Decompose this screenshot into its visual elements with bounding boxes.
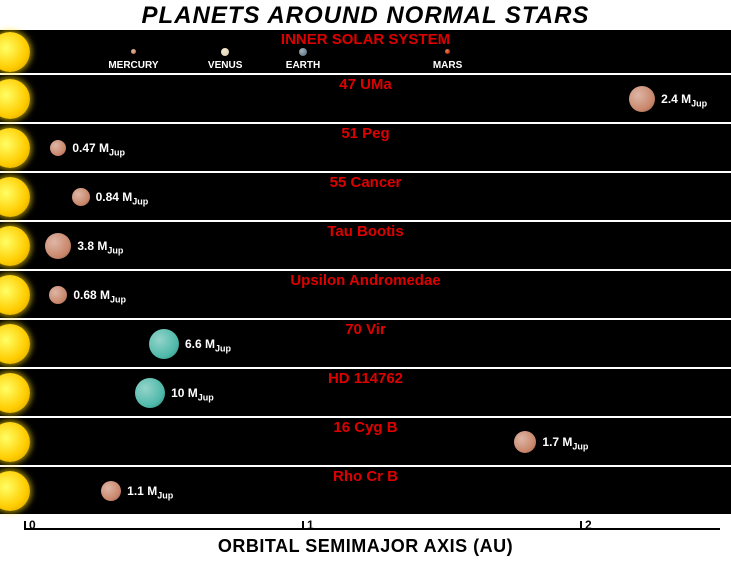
planet-mass-label: 1.7 MJup: [542, 435, 588, 451]
system-name: Upsilon Andromedae: [0, 272, 731, 289]
system-row: 70 Vir6.6 MJup: [0, 320, 731, 369]
system-name: INNER SOLAR SYSTEM: [0, 31, 731, 48]
planet-label: MARS: [433, 60, 462, 71]
system-name: Tau Bootis: [0, 223, 731, 240]
system-name: 51 Peg: [0, 125, 731, 142]
planet-mass-label: 1.1 MJup: [127, 484, 173, 500]
planet-mass-label: 0.68 MJup: [73, 288, 126, 304]
system-name: 55 Cancer: [0, 174, 731, 191]
planet-icon: [49, 286, 67, 304]
exoplanet-comparison-chart: PLANETS AROUND NORMAL STARS INNER SOLAR …: [0, 0, 731, 560]
system-rows-container: INNER SOLAR SYSTEM MERCURY VENUS EARTH MARS 4…: [0, 30, 731, 516]
axis-tick-label: 0: [29, 518, 36, 532]
system-row: 47 UMa2.4 MJup: [0, 75, 731, 124]
planet-label: EARTH: [286, 60, 320, 71]
system-row: INNER SOLAR SYSTEM MERCURY VENUS EARTH MARS: [0, 30, 731, 75]
axis-line: [25, 528, 720, 530]
planet-label: MERCURY: [108, 60, 158, 71]
planet-mass-label: 6.6 MJup: [185, 337, 231, 353]
planet-icon: [45, 233, 71, 259]
axis-tick: [580, 521, 582, 530]
planet-icon: [50, 140, 66, 156]
system-name: 47 UMa: [0, 76, 731, 93]
axis-tick-label: 1: [307, 518, 314, 532]
planet-icon: [514, 431, 536, 453]
system-name: 16 Cyg B: [0, 419, 731, 436]
planet-icon: [221, 48, 229, 56]
system-row: 51 Peg0.47 MJup: [0, 124, 731, 173]
planet-mass-label: 0.84 MJup: [96, 190, 149, 206]
planet-icon: [101, 481, 121, 501]
planet-mass-label: 2.4 MJup: [661, 92, 707, 108]
planet-icon: [149, 329, 179, 359]
x-axis: 0 1 2 ORBITAL SEMIMAJOR AXIS (AU): [0, 518, 731, 560]
system-row: HD 11476210 MJup: [0, 369, 731, 418]
system-row: Rho Cr B1.1 MJup: [0, 467, 731, 516]
planet-icon: [445, 49, 450, 54]
planet-icon: [629, 86, 655, 112]
planet-mass-label: 0.47 MJup: [72, 141, 125, 157]
system-name: 70 Vir: [0, 321, 731, 338]
planet-mass-label: 3.8 MJup: [77, 239, 123, 255]
chart-title: PLANETS AROUND NORMAL STARS: [0, 0, 731, 30]
planet-icon: [299, 48, 307, 56]
planet-icon: [131, 49, 136, 54]
system-row: Upsilon Andromedae0.68 MJup: [0, 271, 731, 320]
planet-icon: [135, 378, 165, 408]
system-row: 55 Cancer0.84 MJup: [0, 173, 731, 222]
system-row: 16 Cyg B1.7 MJup: [0, 418, 731, 467]
planet-mass-label: 10 MJup: [171, 386, 214, 402]
axis-tick: [302, 521, 304, 530]
planet-label: VENUS: [208, 60, 242, 71]
system-row: Tau Bootis3.8 MJup: [0, 222, 731, 271]
planet-icon: [72, 188, 90, 206]
axis-tick-label: 2: [585, 518, 592, 532]
axis-tick: [24, 521, 26, 530]
system-name: HD 114762: [0, 370, 731, 387]
axis-title: ORBITAL SEMIMAJOR AXIS (AU): [0, 536, 731, 557]
